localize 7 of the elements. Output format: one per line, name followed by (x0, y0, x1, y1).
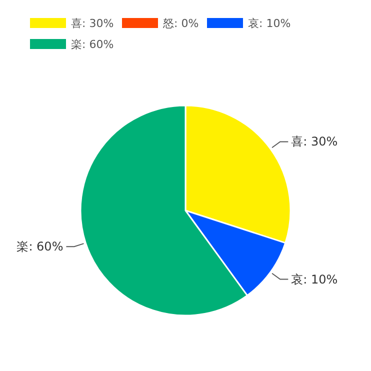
slice-label: 喜: 30% (291, 134, 338, 149)
slice-label: 哀: 10% (291, 272, 338, 286)
slice-label: 楽: 60% (16, 240, 64, 254)
legend-label: 楽: 60% (71, 38, 114, 51)
legend-label: 哀: 10% (248, 17, 291, 30)
legend-label: 喜: 30% (71, 17, 114, 30)
legend-label: 怒: 0% (162, 17, 199, 30)
